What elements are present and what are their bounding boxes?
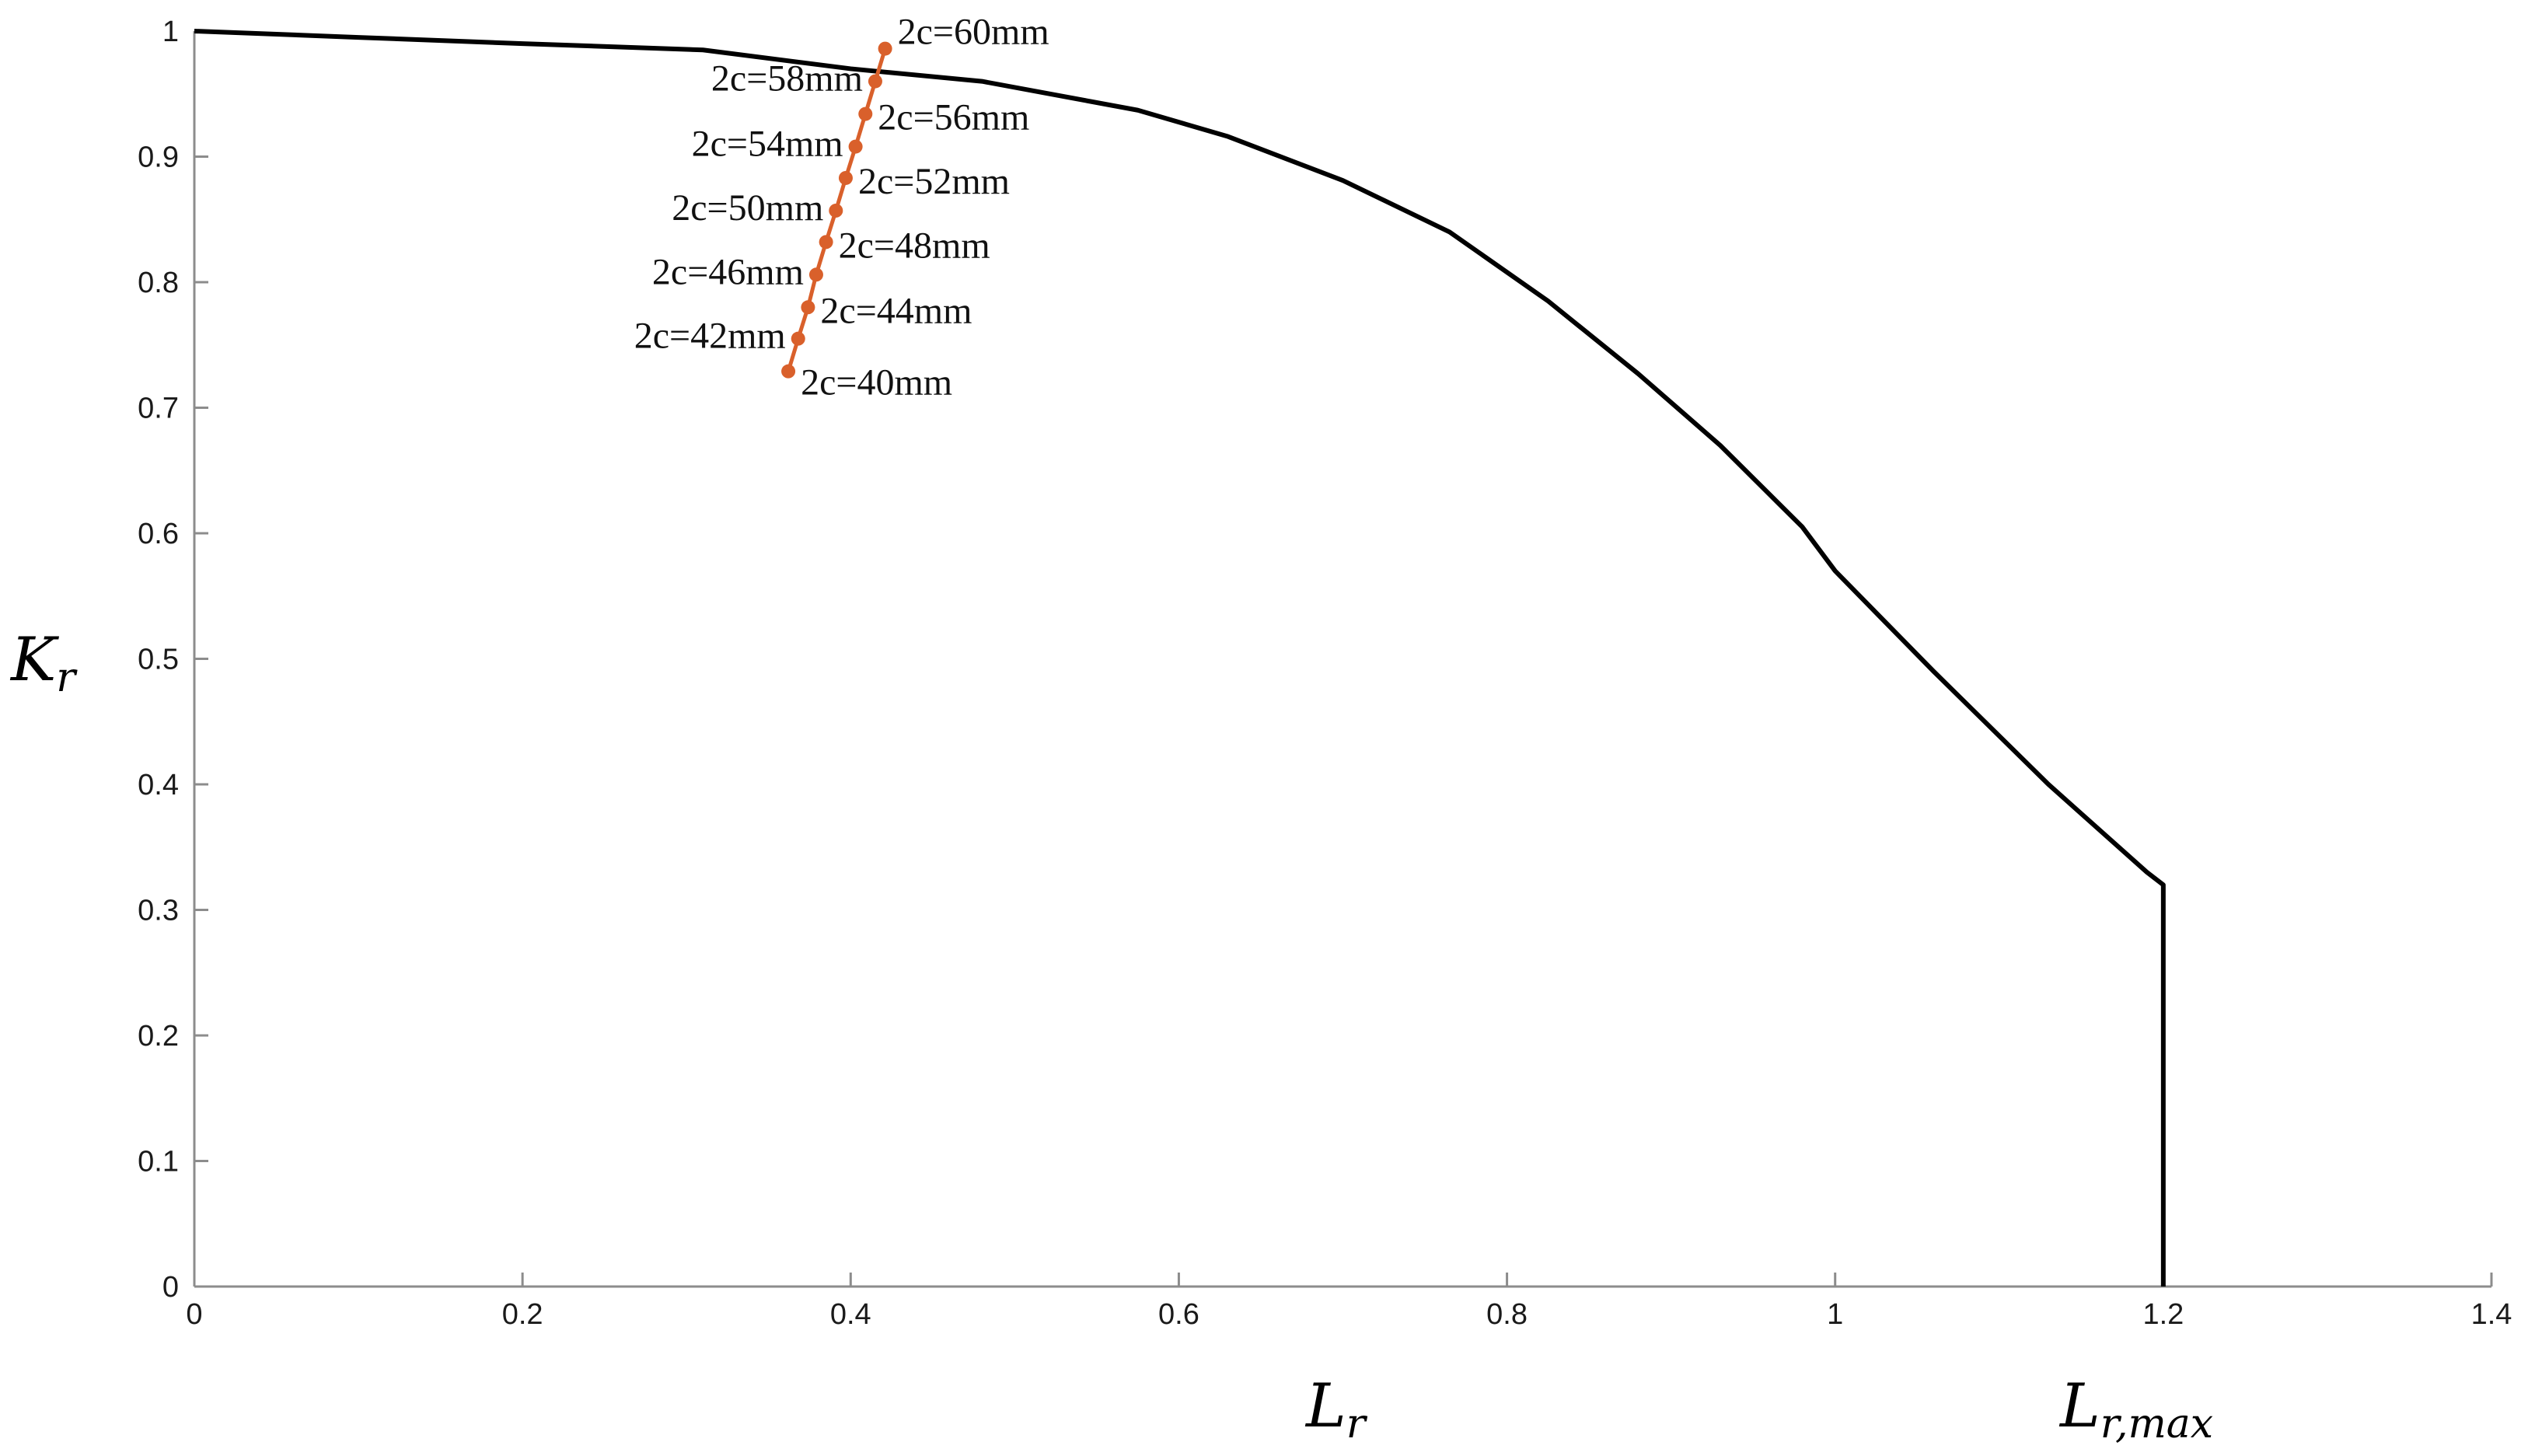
x-tick-label: 0 xyxy=(186,1298,202,1331)
assessment-point-label: 2c=48mm xyxy=(839,225,990,266)
y-tick-label: 0 xyxy=(162,1271,179,1304)
y-tick-label: 0.3 xyxy=(138,895,179,927)
assessment-point-label: 2c=46mm xyxy=(652,251,804,292)
fad-curve-line xyxy=(194,29,2166,1287)
x-axis-title-sub: r xyxy=(1346,1401,1368,1447)
assessment-point-label: 2c=58mm xyxy=(711,58,863,100)
lr-max-label: Lr,max xyxy=(2058,1371,2213,1447)
y-axis-title-main: K xyxy=(9,625,60,695)
x-tick-label: 0.2 xyxy=(502,1298,543,1331)
assessment-point xyxy=(781,364,796,379)
y-axis-title: Kr xyxy=(9,625,78,701)
y-tick-label: 0.1 xyxy=(138,1146,179,1178)
y-tick-label: 0.9 xyxy=(138,141,179,174)
assessment-point xyxy=(868,74,882,89)
assessment-point xyxy=(838,170,853,185)
x-tick-label: 1.2 xyxy=(2142,1298,2184,1331)
x-tick-label: 0.8 xyxy=(1486,1298,1528,1331)
lr-max-label-main: L xyxy=(2058,1371,2100,1441)
y-tick-label: 0.5 xyxy=(138,644,179,676)
y-tick-label: 0.8 xyxy=(138,267,179,299)
lr-max-label-sub: r,max xyxy=(2100,1401,2213,1447)
x-tick-label: 1 xyxy=(1827,1298,1843,1331)
assessment-point xyxy=(819,235,833,250)
assessment-point xyxy=(858,106,873,121)
x-tick-label: 0.4 xyxy=(830,1298,871,1331)
assessment-point-label: 2c=42mm xyxy=(634,316,786,357)
assessment-point-label: 2c=50mm xyxy=(672,187,823,229)
assessment-point-label: 2c=44mm xyxy=(820,290,972,331)
assessment-point-label: 2c=56mm xyxy=(878,97,1029,138)
y-tick-label: 0.2 xyxy=(138,1020,179,1053)
assessment-points-layer: 2c=40mm 2c=42mm 2c=44mm 2c=46mm 2c=48mm 2c=50… xyxy=(634,12,1049,403)
assessment-point xyxy=(878,41,892,56)
axis-titles: Lr Lr,max Kr xyxy=(9,625,2213,1447)
y-axis-title-sub: r xyxy=(56,655,78,701)
x-axis-title: Lr xyxy=(1304,1371,1368,1447)
assessment-point xyxy=(848,139,863,154)
x-axis-title-main: L xyxy=(1304,1371,1346,1441)
assessment-point xyxy=(808,267,823,282)
x-tick-label: 1.4 xyxy=(2471,1298,2512,1331)
assessment-point xyxy=(791,331,805,346)
y-tick-label: 0.7 xyxy=(138,393,179,425)
failure-assessment-curve-layer xyxy=(194,29,2166,1287)
y-tick-label: 1 xyxy=(162,16,179,48)
assessment-point xyxy=(829,203,843,218)
y-tick-label: 0.4 xyxy=(138,769,179,801)
assessment-point-label: 2c=54mm xyxy=(692,124,843,165)
assessment-point xyxy=(801,300,815,315)
y-tick-label: 0.6 xyxy=(138,518,179,550)
assessment-point-label: 2c=52mm xyxy=(858,161,1010,202)
assessment-point-label: 2c=40mm xyxy=(801,362,952,403)
x-tick-label: 0.6 xyxy=(1158,1298,1199,1331)
assessment-point-label: 2c=60mm xyxy=(898,12,1049,53)
axes: 0 0.2 0.4 0.6 0.8 1 1.2 1.4 0 0.1 0.2 0.3 0.4 0.5 0.6 0… xyxy=(138,16,2512,1331)
